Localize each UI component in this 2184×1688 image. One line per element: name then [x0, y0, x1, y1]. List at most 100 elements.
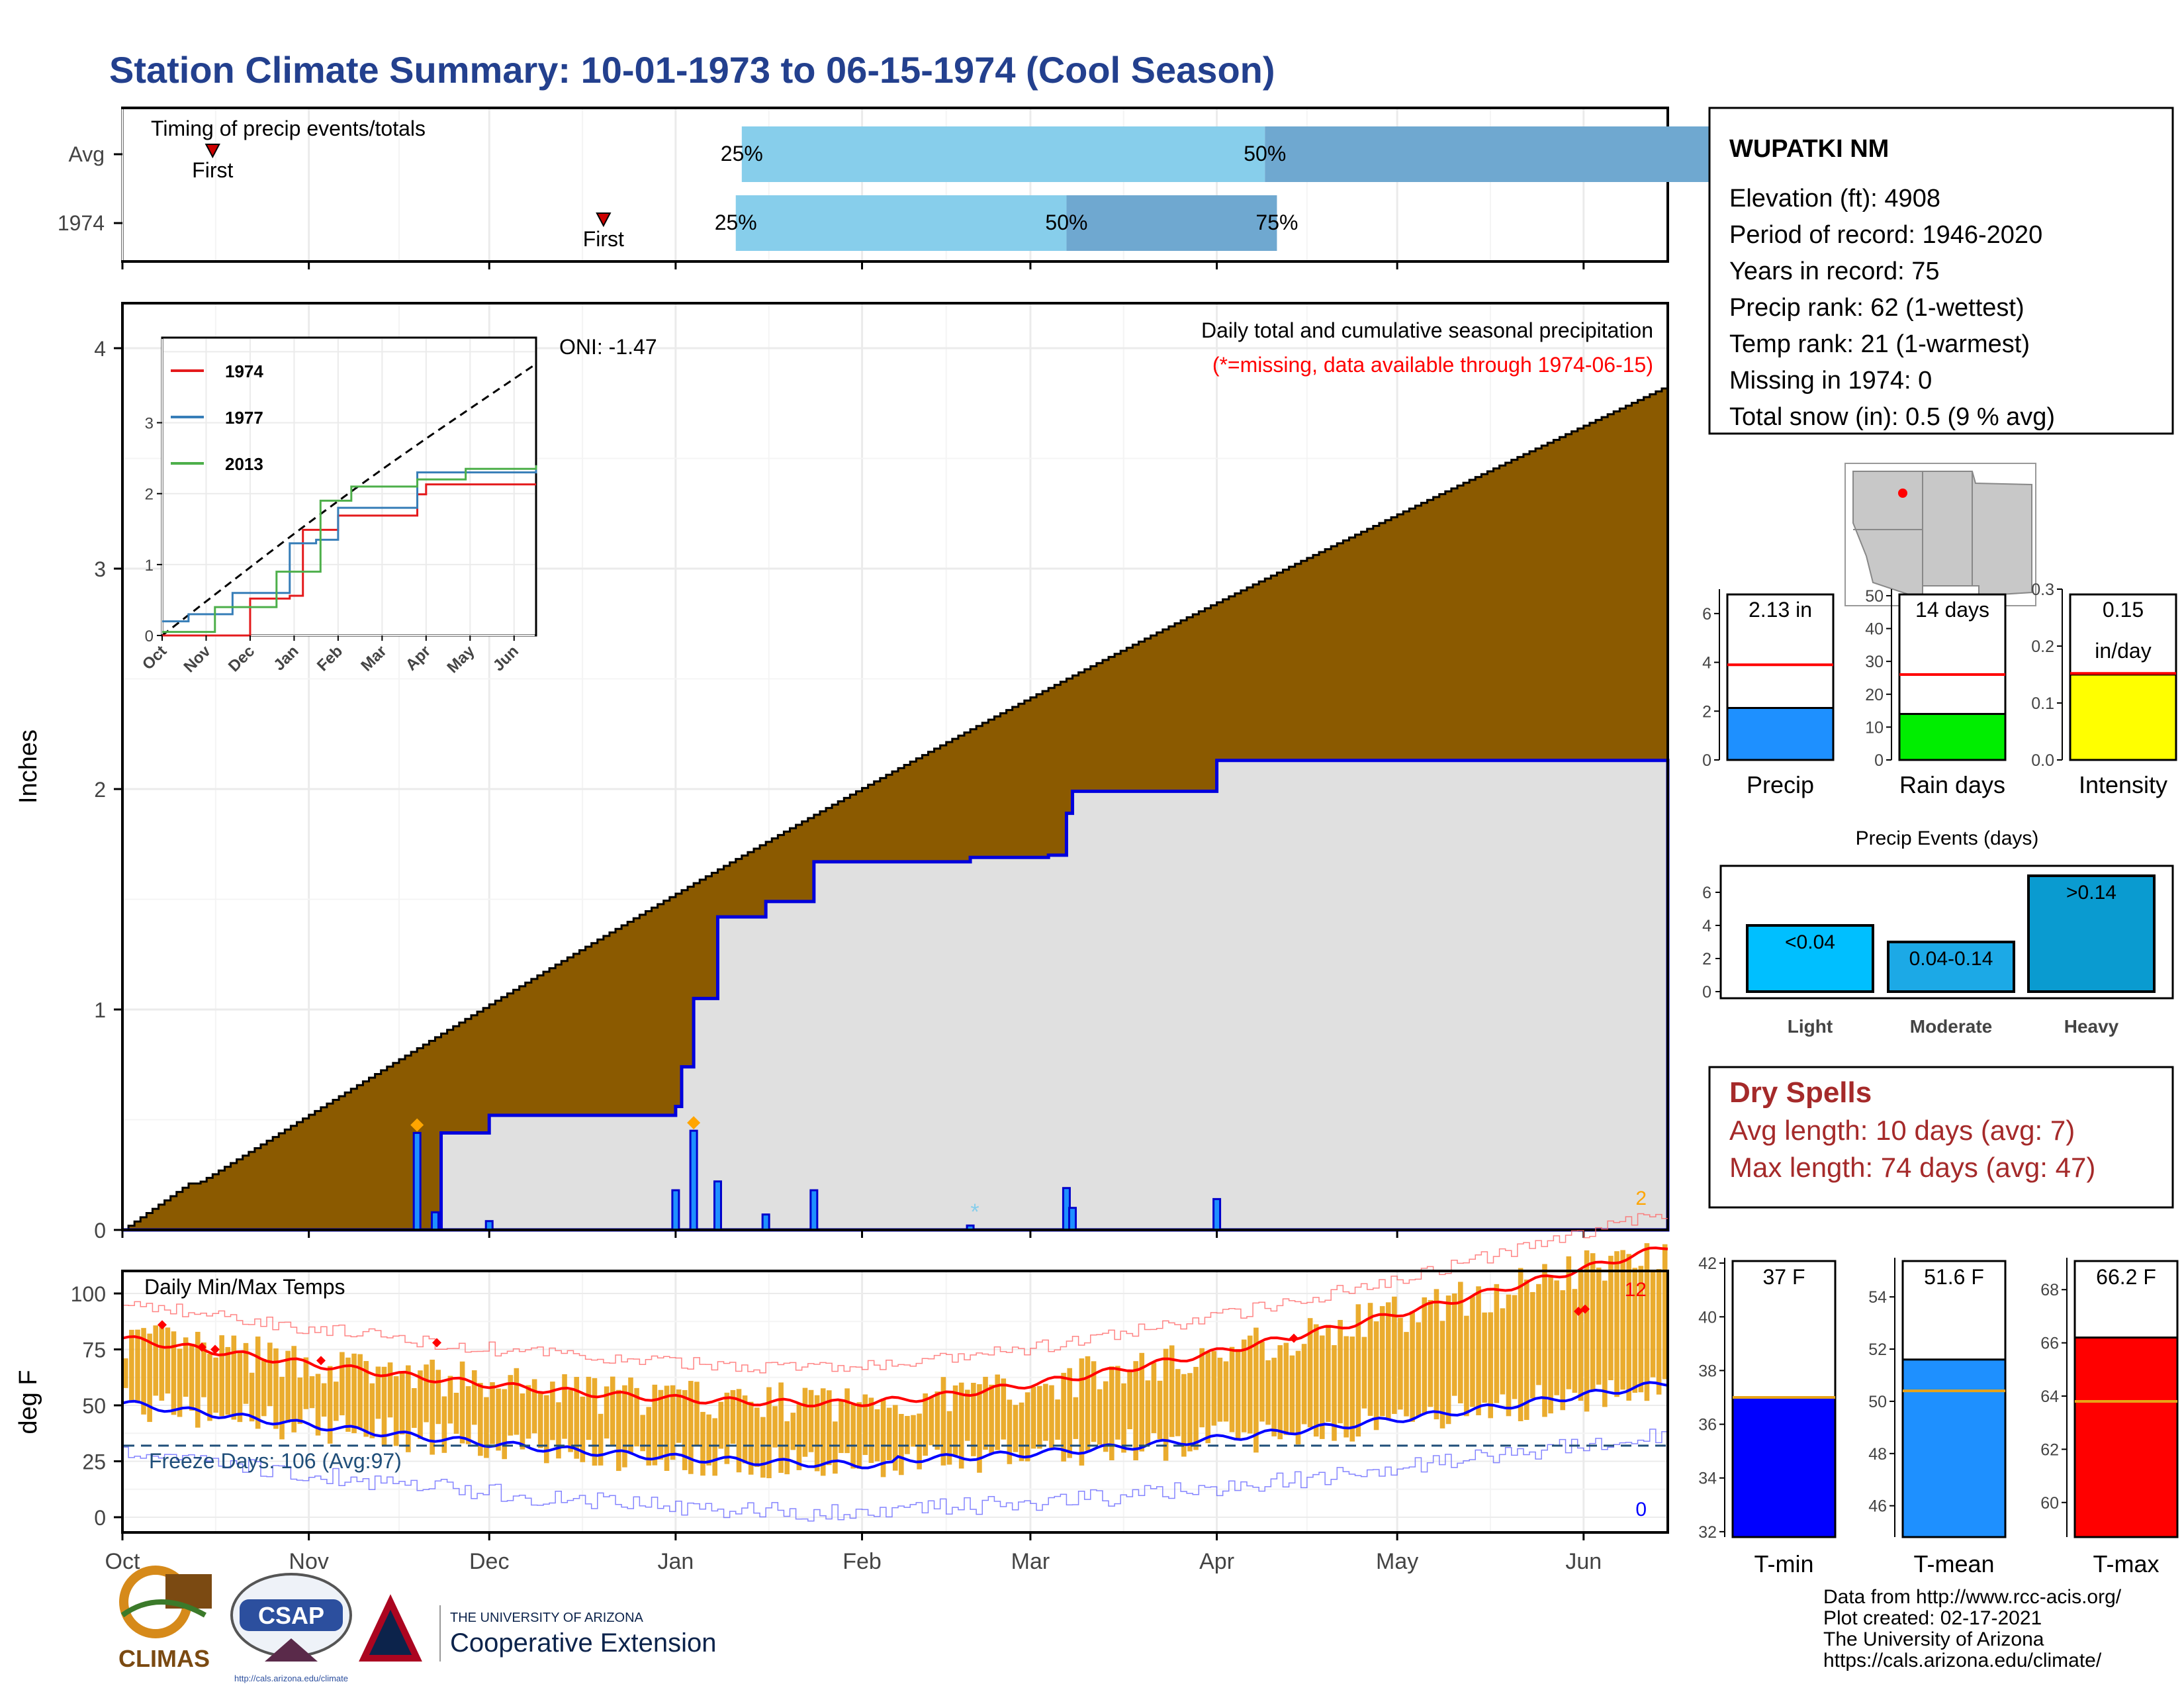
daily-temp-range-bar: [1211, 1351, 1217, 1426]
station-info-line: Temp rank: 21 (1-warmest): [1729, 330, 2030, 358]
daily-temp-range-bar: [1024, 1392, 1030, 1462]
temp-y-tick-label: 25: [82, 1450, 106, 1474]
inset-y-tick-label: 2: [145, 486, 154, 504]
timing-row-label: Avg: [68, 142, 105, 166]
daily-temp-range-bar: [676, 1389, 682, 1443]
daily-temp-range-bar: [1277, 1345, 1283, 1440]
daily-temp-range-bar: [430, 1360, 435, 1455]
dry-spells-avg: Avg length: 10 days (avg: 7): [1729, 1115, 2075, 1146]
daily-temp-range-bar: [1163, 1348, 1169, 1461]
daily-temp-range-bar: [1488, 1312, 1494, 1419]
daily-precip-bar: [671, 1189, 680, 1231]
daily-temp-range-bar: [1506, 1294, 1512, 1417]
daily-temp-range-bar: [537, 1391, 543, 1448]
summary-y-tick-label: 0: [1702, 751, 1711, 770]
daily-temp-range-bar: [159, 1326, 165, 1401]
daily-temp-range-bar: [525, 1385, 531, 1439]
station-location-dot: [1898, 489, 1907, 498]
daily-temp-range-bar: [1404, 1332, 1409, 1417]
daily-temp-range-bar: [1626, 1254, 1631, 1401]
daily-temp-range-bar: [195, 1331, 201, 1428]
daily-temp-range-bar: [1608, 1256, 1614, 1381]
oni-label: ONI: -1.47: [559, 335, 657, 359]
daily-temp-range-bar: [1476, 1286, 1481, 1415]
daily-temp-range-bar: [153, 1325, 159, 1396]
daily-temp-range-bar: [1121, 1383, 1126, 1453]
record-high-marker: [1580, 1304, 1590, 1314]
daily-temp-range-bar: [856, 1402, 862, 1469]
daily-temp-range-bar: [201, 1342, 206, 1397]
daily-temp-range-bar: [568, 1389, 573, 1452]
daily-temp-range-bar: [1572, 1289, 1578, 1393]
daily-temp-range-bar: [899, 1413, 904, 1476]
daily-temp-range-bar: [225, 1346, 231, 1415]
daily-temp-range-bar: [453, 1392, 459, 1434]
summary-bar-value-text: 0.15: [2103, 598, 2144, 622]
summary-y-tick-label: 6: [1702, 605, 1711, 624]
temp-y-tick-label: 0: [94, 1506, 106, 1530]
heavy-event-marker: [410, 1118, 424, 1132]
summary-y-tick-label: 0.2: [2031, 637, 2054, 656]
daily-temp-range-bar: [592, 1378, 598, 1466]
events-title: Precip Events (days): [1856, 827, 2039, 849]
event-bar: [1746, 924, 1874, 993]
daily-temp-range-bar: [381, 1366, 387, 1446]
summary-y-tick-label: 0: [1874, 751, 1884, 770]
daily-temp-range-bar: [1542, 1264, 1547, 1417]
daily-temp-range-bar: [1241, 1339, 1247, 1432]
freeze-days-label: Freeze Days: 106 (Avg:97): [149, 1449, 402, 1473]
temp-summary-label: T-max: [2093, 1550, 2159, 1577]
temp-summary-label: T-mean: [1913, 1550, 1994, 1577]
record-high-marker: [197, 1342, 206, 1352]
credit-line: Data from http://www.rcc-acis.org/: [1823, 1586, 2122, 1608]
daily-precip-bar: [713, 1180, 722, 1231]
daily-temp-range-bar: [1332, 1345, 1337, 1441]
month-tick-label: Jun: [1565, 1549, 1602, 1574]
record-high-marker: [316, 1356, 326, 1366]
summary-bar-value-text: 2.13 in: [1749, 598, 1812, 622]
daily-temp-range-bar: [1554, 1280, 1559, 1395]
daily-temp-range-bar: [1193, 1366, 1199, 1450]
inset-legend-label: 1974: [225, 361, 263, 381]
summary-y-tick-label: 20: [1865, 686, 1884, 704]
daily-temp-range-bar: [1067, 1368, 1073, 1458]
event-bar-inner-label: <0.04: [1785, 931, 1835, 953]
daily-temp-range-bar: [1301, 1344, 1307, 1425]
daily-temp-range-bar: [1217, 1358, 1223, 1422]
daily-temp-range-bar: [1085, 1356, 1091, 1451]
daily-temp-range-bar: [1620, 1250, 1625, 1390]
daily-temp-range-bar: [784, 1421, 790, 1475]
daily-temp-range-bar: [333, 1382, 339, 1421]
event-bar-label: Heavy: [2064, 1016, 2119, 1037]
daily-temp-range-bar: [1079, 1358, 1085, 1466]
credits: Data from http://www.rcc-acis.org/ Plot …: [1823, 1586, 2122, 1671]
station-info-line: Precip rank: 62 (1-wettest): [1729, 294, 2025, 322]
daily-temp-range-bar: [820, 1388, 826, 1476]
daily-temp-range-bar: [213, 1357, 218, 1413]
daily-temp-range-bar: [237, 1350, 243, 1423]
event-bar-label: Light: [1788, 1016, 1833, 1037]
timing-p50-label: 50%: [1045, 211, 1087, 234]
daily-temp-range-bar: [766, 1387, 772, 1479]
timing-row-label: 1974: [58, 211, 105, 235]
first-event-marker: [205, 144, 220, 159]
daily-temp-range-bar: [393, 1376, 399, 1446]
dry-spells-box: Dry Spells Avg length: 10 days (avg: 7) …: [1708, 1066, 2174, 1209]
record-high-count: 12: [1625, 1279, 1647, 1301]
daily-temp-range-bar: [285, 1350, 291, 1423]
daily-temp-range-bar: [1355, 1304, 1361, 1437]
daily-temp-range-bar: [141, 1328, 146, 1415]
daily-temp-range-bar: [1145, 1380, 1151, 1446]
ua-cooperative-extension: Cooperative Extension: [450, 1628, 716, 1658]
summary-bar-label: Precip: [1747, 771, 1814, 798]
temp-summary-y-tick-label: 50: [1868, 1393, 1887, 1411]
daily-temp-range-bar: [1151, 1362, 1157, 1434]
daily-temp-range-bar: [177, 1348, 183, 1417]
timing-title: Timing of precip events/totals: [151, 117, 426, 140]
daily-temp-range-bar: [1578, 1272, 1584, 1401]
daily-temp-range-bar: [1392, 1296, 1397, 1415]
daily-temp-range-bar: [375, 1366, 381, 1419]
temp-summary-y-tick-label: 42: [1698, 1254, 1717, 1273]
daily-temp-range-bar: [790, 1413, 796, 1450]
daily-temp-range-bar: [531, 1379, 537, 1434]
